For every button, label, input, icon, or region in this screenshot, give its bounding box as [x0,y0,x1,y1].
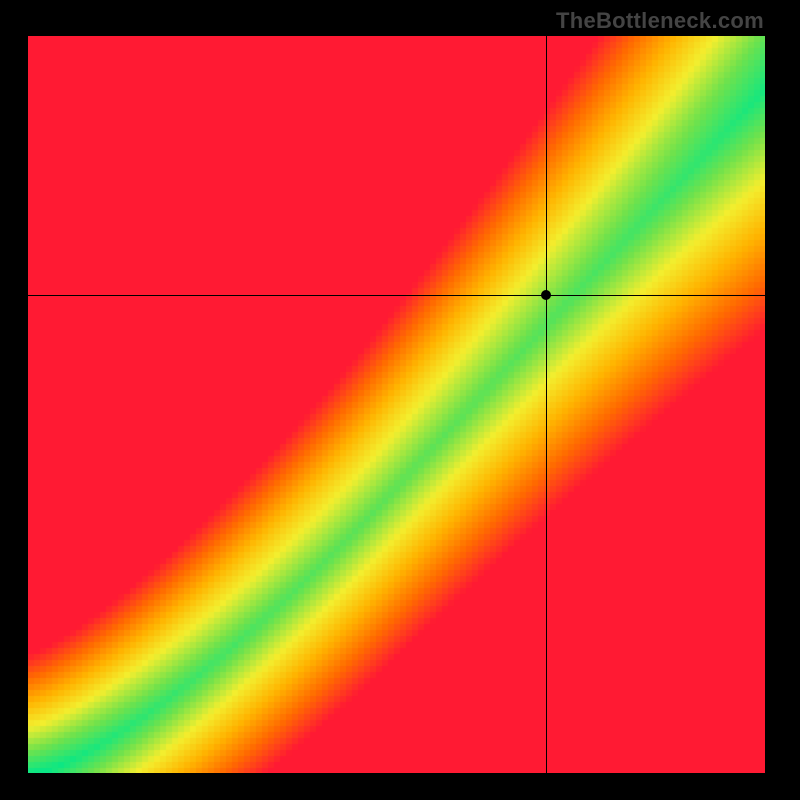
crosshair-horizontal [28,295,765,296]
heatmap-plot [28,36,765,773]
chart-container: { "canvas": { "width": 800, "height": 80… [0,0,800,800]
crosshair-marker [541,290,551,300]
crosshair-vertical [546,36,547,773]
heatmap-canvas [28,36,765,773]
watermark-text: TheBottleneck.com [556,8,764,34]
